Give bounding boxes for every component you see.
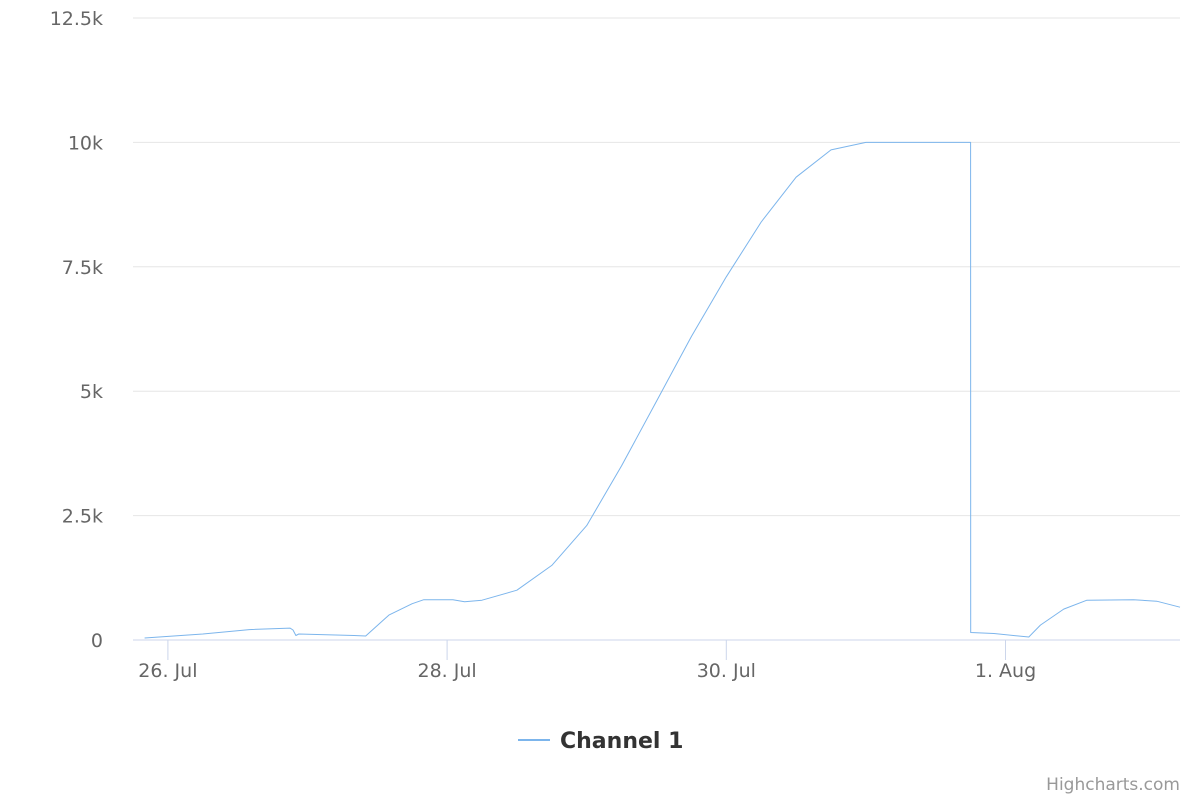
y-tick-label: 7.5k: [62, 257, 103, 279]
x-axis: 26. Jul 28. Jul 30. Jul 1. Aug: [138, 640, 1036, 682]
y-tick-label: 0: [91, 630, 103, 652]
x-tick-label: 28. Jul: [418, 660, 477, 682]
y-tick-label: 5k: [80, 381, 103, 403]
y-axis-labels: 0 2.5k 5k 7.5k 10k 12.5k: [50, 8, 103, 652]
legend[interactable]: Channel 1: [518, 729, 683, 754]
x-tick-label: 1. Aug: [975, 660, 1036, 682]
y-tick-label: 10k: [68, 132, 103, 154]
legend-item-channel-1[interactable]: Channel 1: [560, 729, 683, 754]
y-tick-label: 2.5k: [62, 506, 103, 528]
x-tick-label: 26. Jul: [138, 660, 197, 682]
credits-link[interactable]: Highcharts.com: [1046, 775, 1180, 795]
y-tick-label: 12.5k: [50, 8, 103, 30]
grid-lines: [133, 17, 1180, 517]
x-tick-label: 30. Jul: [697, 660, 756, 682]
series-line-channel-1[interactable]: [144, 141, 1181, 639]
